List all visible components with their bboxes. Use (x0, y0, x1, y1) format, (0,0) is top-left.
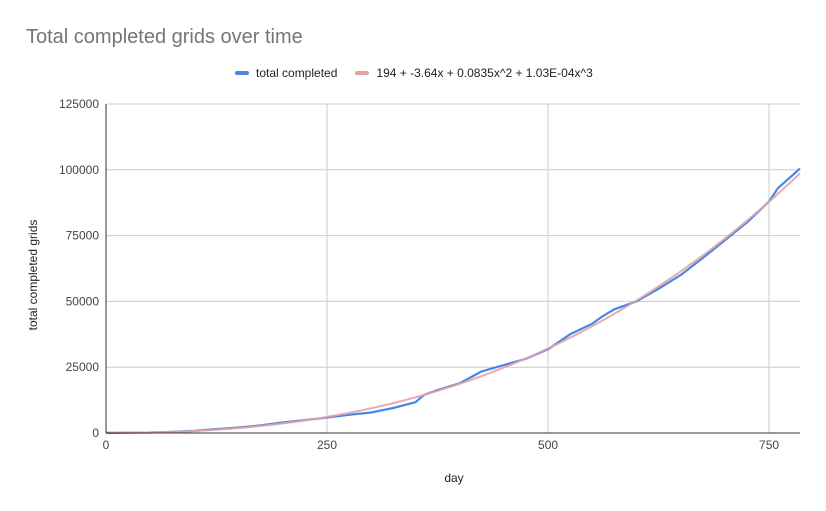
legend-swatch-total-completed (235, 71, 249, 75)
grid-layer (106, 103, 800, 433)
legend-item-total-completed[interactable]: total completed (235, 66, 337, 80)
x-axis-title: day (444, 471, 463, 485)
x-tick-label: 0 (103, 438, 110, 452)
y-axis-title: total completed grids (26, 220, 40, 331)
legend: total completed 194 + -3.64x + 0.0835x^2… (235, 66, 611, 80)
axis-layer: 0 25000 50000 75000 100000 125000 0 250 500 750 (59, 97, 800, 452)
legend-item-trendline[interactable]: 194 + -3.64x + 0.0835x^2 + 1.03E-04x^3 (355, 66, 593, 80)
series-line-total-completed (105, 167, 801, 435)
y-tick-label: 75000 (66, 229, 100, 243)
legend-label-total-completed: total completed (256, 66, 338, 80)
chart-title: Total completed grids over time (26, 26, 303, 48)
y-tick-label: 25000 (66, 360, 100, 374)
x-tick-label: 500 (538, 438, 558, 452)
x-tick-label: 750 (759, 438, 779, 452)
legend-label-trendline: 194 + -3.64x + 0.0835x^2 + 1.03E-04x^3 (376, 66, 593, 80)
y-tick-label: 125000 (59, 97, 99, 111)
series-layer (105, 167, 801, 435)
x-tick-label: 250 (317, 438, 337, 452)
y-tick-label: 100000 (59, 163, 99, 177)
series-line-trendline (106, 172, 801, 434)
legend-swatch-trendline (355, 71, 370, 75)
y-tick-label: 0 (92, 426, 99, 440)
y-tick-label: 50000 (66, 294, 100, 308)
